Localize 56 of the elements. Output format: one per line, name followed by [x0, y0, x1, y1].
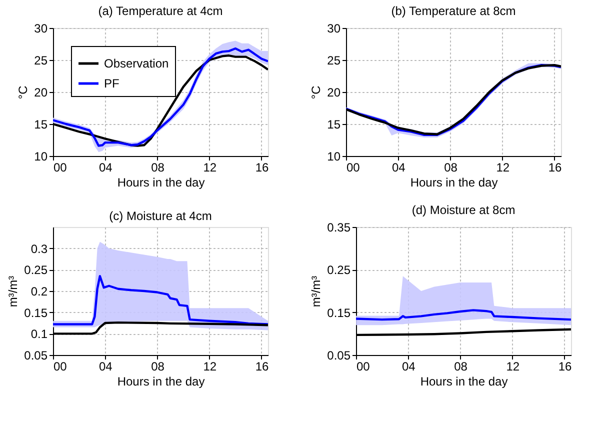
y-axis-title: °C	[16, 85, 30, 100]
y-tick-label: 0.05	[24, 348, 48, 362]
x-tick-label: 12	[203, 160, 217, 174]
y-tick-label: 10	[34, 150, 48, 164]
chart-title: (b) Temperature at 8cm	[391, 4, 516, 18]
x-tick-label: 00	[54, 360, 68, 374]
y-tick-label: 30	[327, 22, 341, 36]
x-tick-label: 08	[151, 160, 165, 174]
line-series	[53, 274, 268, 326]
y-axis-title: m³/m³	[309, 276, 324, 308]
y-tick-label: 10	[327, 150, 341, 164]
y-tick-label: 15	[327, 118, 341, 132]
legend-label: PF	[104, 76, 120, 90]
y-tick-label: 20	[34, 86, 48, 100]
chart-title: (a) Temperature at 4cm	[98, 4, 223, 18]
y-tick-label: 0.35	[327, 220, 351, 234]
x-tick-label: 04	[402, 360, 416, 374]
x-tick-label: 08	[151, 360, 165, 374]
x-axis-title: Hours in the day	[420, 374, 508, 388]
x-tick-label: 00	[356, 360, 370, 374]
x-tick-label: 04	[392, 160, 406, 174]
x-axis-title: Hours in the day	[117, 176, 205, 190]
x-tick-label: 16	[255, 360, 269, 374]
x-tick-label: 00	[54, 160, 68, 174]
y-axis-title: °C	[309, 85, 324, 100]
y-tick-label: 0.3	[30, 242, 48, 256]
y-tick-label: 0.15	[327, 306, 351, 320]
x-tick-label: 08	[444, 160, 458, 174]
y-tick-label: 0.15	[24, 306, 48, 320]
y-tick-label: 0.05	[327, 348, 351, 362]
y-tick-label: 0.25	[327, 263, 351, 278]
y-tick-label: 0.1	[30, 327, 48, 342]
y-tick-label: 0.25	[24, 263, 48, 278]
x-tick-label: 12	[203, 360, 217, 374]
y-tick-label: 0.2	[30, 284, 48, 298]
x-tick-label: 16	[548, 160, 562, 174]
line-series	[356, 309, 571, 321]
x-tick-label: 16	[255, 160, 269, 174]
x-axis-title: Hours in the day	[410, 176, 498, 190]
y-tick-label: 25	[327, 54, 341, 68]
y-tick-label: 30	[34, 22, 48, 36]
x-tick-label: 04	[98, 160, 113, 174]
y-tick-label: 25	[34, 54, 48, 68]
legend-label: Observation	[104, 56, 169, 70]
chart-title: (c) Moisture at 4cm	[109, 209, 212, 223]
x-tick-label: 16	[558, 360, 572, 374]
y-axis-title: m³/m³	[6, 276, 20, 308]
x-tick-label: 00	[346, 160, 360, 174]
x-tick-label: 12	[506, 360, 520, 374]
y-tick-label: 15	[34, 118, 48, 132]
x-tick-label: 12	[496, 160, 510, 174]
x-axis-title: Hours in the day	[117, 374, 205, 388]
chart-title: (d) Moisture at 8cm	[412, 203, 516, 217]
x-tick-label: 04	[98, 360, 113, 374]
y-tick-label: 20	[327, 86, 341, 100]
x-tick-label: 08	[454, 360, 468, 374]
